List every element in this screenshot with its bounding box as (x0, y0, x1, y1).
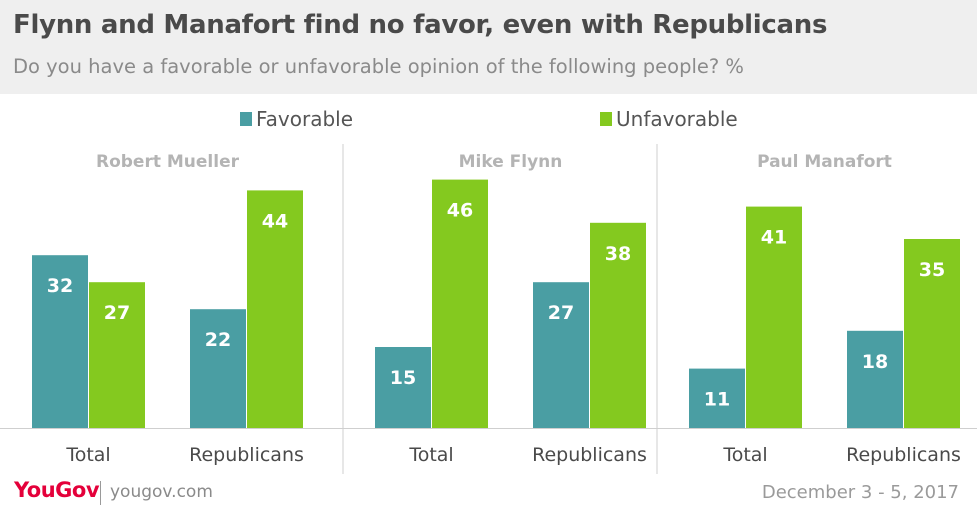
data-label-robert-mueller-total-favorable: 32 (47, 275, 73, 297)
chart-subtitle: Do you have a favorable or unfavorable o… (13, 55, 744, 78)
legend-swatch-favorable (240, 112, 252, 126)
data-label-mike-flynn-republicans-favorable: 27 (548, 302, 574, 324)
data-label-robert-mueller-total-unfavorable: 27 (104, 302, 130, 324)
group-title-paul-manafort: Paul Manafort (757, 152, 892, 172)
bar-robert-mueller-total-unfavorable (89, 282, 145, 428)
bar-paul-manafort-total-favorable (689, 368, 745, 428)
tick-label-mike-flynn-total: Total (408, 444, 453, 466)
tick-label-mike-flynn-republicans: Republicans (532, 444, 647, 466)
bar-robert-mueller-republicans-favorable (190, 309, 246, 428)
data-label-robert-mueller-republicans-favorable: 22 (205, 329, 231, 351)
data-label-mike-flynn-total-favorable: 15 (390, 367, 416, 389)
bar-paul-manafort-republicans-unfavorable (904, 239, 960, 428)
data-label-paul-manafort-republicans-unfavorable: 35 (919, 259, 945, 281)
tick-label-robert-mueller-republicans: Republicans (189, 444, 304, 466)
data-label-mike-flynn-total-unfavorable: 46 (447, 200, 473, 222)
bar-mike-flynn-total-unfavorable (432, 179, 488, 428)
group-title-robert-mueller: Robert Mueller (96, 152, 240, 172)
grouped-bar-chart: Favorable Unfavorable Robert Mueller 32 27 To… (0, 107, 977, 474)
bar-robert-mueller-total-favorable (32, 255, 88, 428)
tick-label-robert-mueller-total: Total (65, 444, 110, 466)
bar-mike-flynn-republicans-unfavorable (590, 222, 646, 428)
bar-paul-manafort-republicans-favorable (847, 330, 903, 428)
yougov-logo: YouGov (14, 478, 100, 502)
bar-paul-manafort-total-unfavorable (746, 206, 802, 428)
tick-label-paul-manafort-republicans: Republicans (846, 444, 961, 466)
header-band: Flynn and Manafort find no favor, even w… (0, 0, 977, 94)
data-label-paul-manafort-total-favorable: 11 (704, 389, 730, 411)
data-label-paul-manafort-republicans-favorable: 18 (862, 351, 888, 373)
bar-mike-flynn-republicans-favorable (533, 282, 589, 428)
bar-mike-flynn-total-favorable (375, 347, 431, 428)
footer-divider (100, 481, 101, 505)
data-label-mike-flynn-republicans-unfavorable: 38 (605, 243, 631, 265)
footer-url: yougov.com (110, 482, 213, 502)
legend-swatch-unfavorable (600, 112, 612, 126)
bar-robert-mueller-republicans-unfavorable (247, 190, 303, 428)
legend-label-favorable: Favorable (256, 107, 353, 131)
data-label-robert-mueller-republicans-unfavorable: 44 (262, 210, 288, 232)
survey-date: December 3 - 5, 2017 (761, 482, 959, 503)
chart-title: Flynn and Manafort find no favor, even w… (13, 10, 828, 40)
legend-label-unfavorable: Unfavorable (616, 107, 738, 131)
tick-label-paul-manafort-total: Total (722, 444, 767, 466)
data-label-paul-manafort-total-unfavorable: 41 (761, 227, 787, 249)
group-title-mike-flynn: Mike Flynn (459, 152, 563, 172)
